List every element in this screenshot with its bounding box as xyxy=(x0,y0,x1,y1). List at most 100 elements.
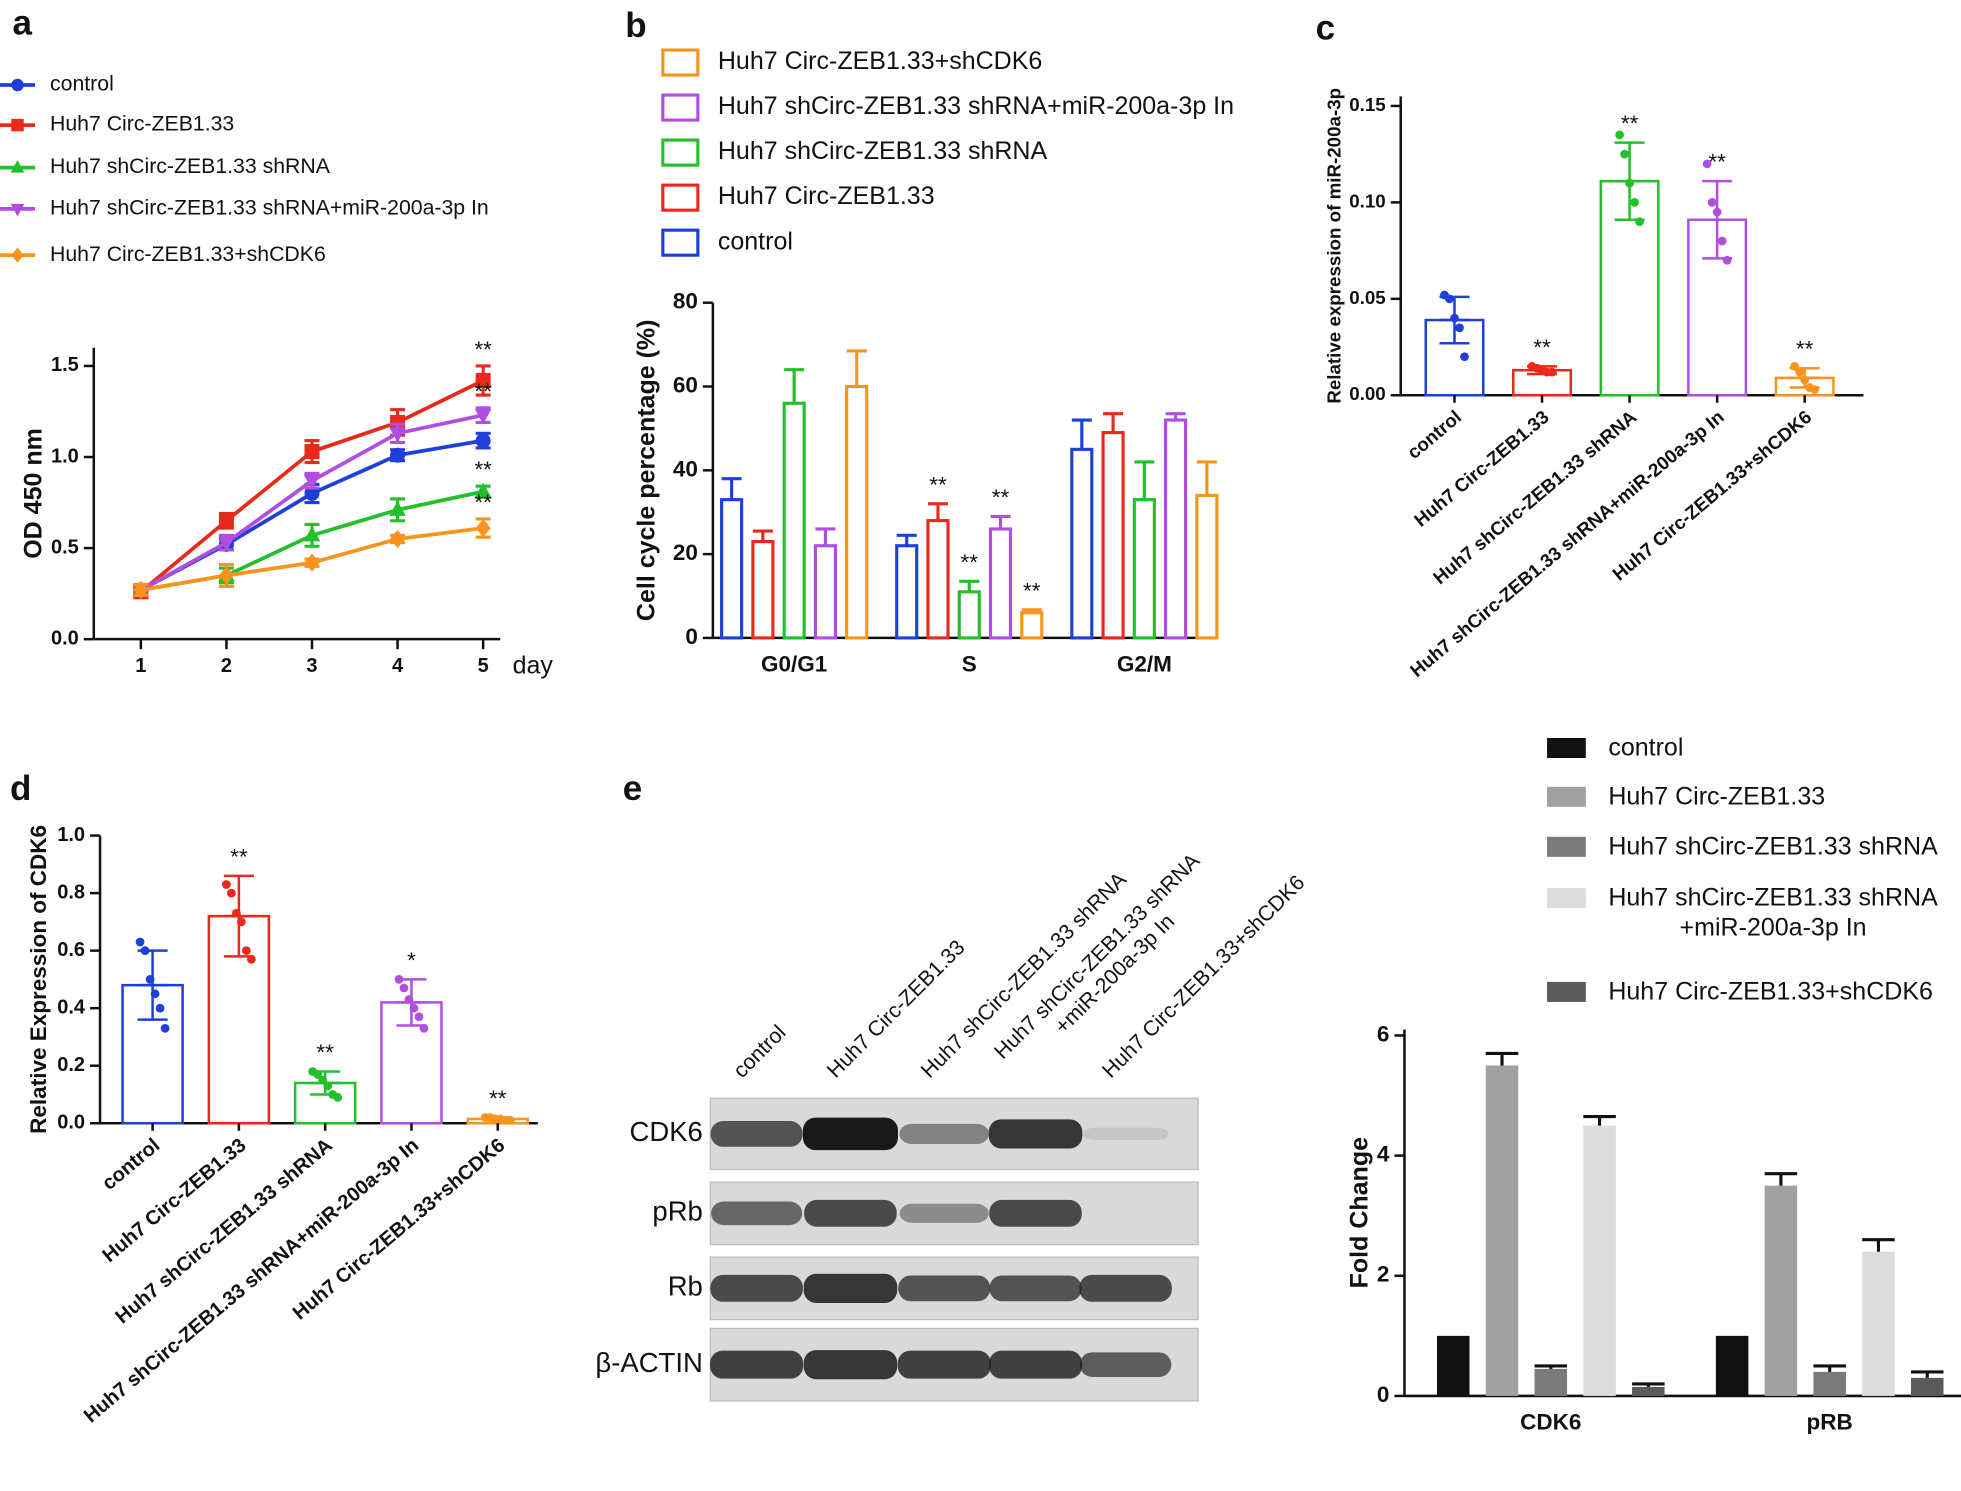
marker xyxy=(475,433,491,449)
significance: ** xyxy=(230,844,248,869)
legend-swatch xyxy=(661,183,700,212)
data-point xyxy=(160,1023,170,1033)
legend-label: Huh7 shCirc-ZEB1.33 shRNA xyxy=(718,137,1048,165)
marker xyxy=(390,414,406,430)
bar xyxy=(845,384,869,640)
bar xyxy=(1862,1251,1895,1396)
blot-band xyxy=(803,1350,898,1380)
data-point xyxy=(1717,236,1727,246)
panel-letter: c xyxy=(1316,8,1335,47)
blot-row-label: CDK6 xyxy=(630,1116,703,1147)
x-tick-label: control xyxy=(98,1134,164,1194)
x-tick-label: Huh7 Circ-ZEB1.33 xyxy=(98,1134,250,1267)
blot-strip xyxy=(709,1097,1199,1171)
bar xyxy=(751,539,775,640)
marker xyxy=(10,203,25,217)
legend-label: Huh7 shCirc-ZEB1.33 shRNA+miR-200a-3p In xyxy=(50,195,489,219)
marker xyxy=(474,409,492,425)
bar xyxy=(1910,1377,1944,1396)
bar xyxy=(1101,431,1125,640)
blot-band xyxy=(899,1123,990,1144)
blot-band xyxy=(803,1273,898,1303)
bar xyxy=(1534,1368,1568,1396)
blot-band xyxy=(989,1199,1082,1227)
legend-swatch xyxy=(661,48,700,77)
legend-label: Huh7 Circ-ZEB1.33 xyxy=(50,112,234,136)
y-tick-label: 0.15 xyxy=(1349,94,1385,115)
marker xyxy=(133,580,149,600)
bar xyxy=(1020,611,1044,640)
y-tick-label: 0.4 xyxy=(57,996,86,1018)
y-tick-label: 1.0 xyxy=(51,445,79,467)
significance: * xyxy=(407,948,416,973)
y-tick-label: 1.0 xyxy=(57,824,85,846)
blot-band xyxy=(710,1350,804,1379)
blot-band xyxy=(802,1117,898,1151)
marker xyxy=(303,526,321,542)
blot-band xyxy=(711,1201,803,1226)
blot-row-label: β-ACTIN xyxy=(595,1347,702,1378)
y-axis-label: OD 450 nm xyxy=(20,428,48,559)
data-point xyxy=(399,983,409,993)
blot-row-label: Rb xyxy=(668,1271,703,1302)
marker xyxy=(474,482,492,498)
legend-label: Huh7 shCirc-ZEB1.33 shRNA+miR-200a-3p In xyxy=(718,92,1234,120)
significance: ** xyxy=(1533,335,1551,360)
data-point xyxy=(1630,198,1639,207)
y-tick-label: 20 xyxy=(673,540,698,565)
data-point xyxy=(414,1012,424,1022)
data-point xyxy=(1707,198,1717,207)
x-tick-label: 3 xyxy=(306,655,317,677)
data-point xyxy=(221,880,231,889)
significance: ** xyxy=(929,472,947,497)
blot-band xyxy=(989,1275,1082,1302)
x-tick-label: Huh7 shCirc-ZEB1.33 shRNA+miR-200a-3p In xyxy=(1406,406,1728,681)
y-axis-label: Relative expression of miR-200a-3p xyxy=(1324,88,1345,404)
significance: ** xyxy=(489,1086,507,1111)
y-tick-label: 4 xyxy=(1377,1142,1390,1167)
bar xyxy=(1485,1065,1519,1396)
y-tick-label: 0 xyxy=(1377,1382,1390,1407)
legend-label: Huh7 Circ-ZEB1.33 xyxy=(718,182,935,210)
significance: ** xyxy=(1708,150,1726,175)
significance: ** xyxy=(474,379,492,404)
data-point xyxy=(226,888,236,898)
y-tick-label: 0.00 xyxy=(1349,383,1385,404)
bar xyxy=(1632,1386,1665,1396)
y-tick-label: 0.6 xyxy=(57,939,85,961)
marker xyxy=(475,373,491,389)
y-tick-label: 0.0 xyxy=(57,1112,85,1134)
data-point xyxy=(1455,323,1464,333)
significance: ** xyxy=(474,490,492,515)
significance: ** xyxy=(1621,111,1639,136)
legend-label: control xyxy=(50,72,114,96)
data-point xyxy=(1620,149,1629,159)
significance: ** xyxy=(1023,578,1041,603)
bar xyxy=(813,544,837,640)
blot-band xyxy=(1079,1352,1172,1377)
panel-letter: b xyxy=(625,6,646,45)
bar xyxy=(720,498,744,640)
legend-label: Huh7 shCirc-ZEB1.33 shRNA +miR-200a-3p I… xyxy=(1608,884,1938,942)
data-point xyxy=(155,1003,165,1013)
legend-swatch xyxy=(661,228,700,257)
legend-label: control xyxy=(1608,734,1684,762)
legend-label: control xyxy=(718,227,793,255)
marker xyxy=(11,118,24,132)
marker xyxy=(475,519,491,538)
marker xyxy=(11,78,24,92)
marker xyxy=(218,536,235,552)
marker xyxy=(303,474,321,490)
bar xyxy=(1164,418,1188,640)
bar xyxy=(1583,1125,1616,1396)
y-tick-label: 0.8 xyxy=(57,881,85,903)
blot-band xyxy=(897,1350,991,1379)
panel-letter: a xyxy=(13,3,33,42)
data-point xyxy=(1615,130,1624,140)
significance: ** xyxy=(316,1040,334,1065)
legend-label: Huh7 Circ-ZEB1.33+shCDK6 xyxy=(50,242,326,266)
x-tick-label: 5 xyxy=(478,655,489,677)
y-axis-label: Cell cycle percentage (%) xyxy=(632,320,660,622)
